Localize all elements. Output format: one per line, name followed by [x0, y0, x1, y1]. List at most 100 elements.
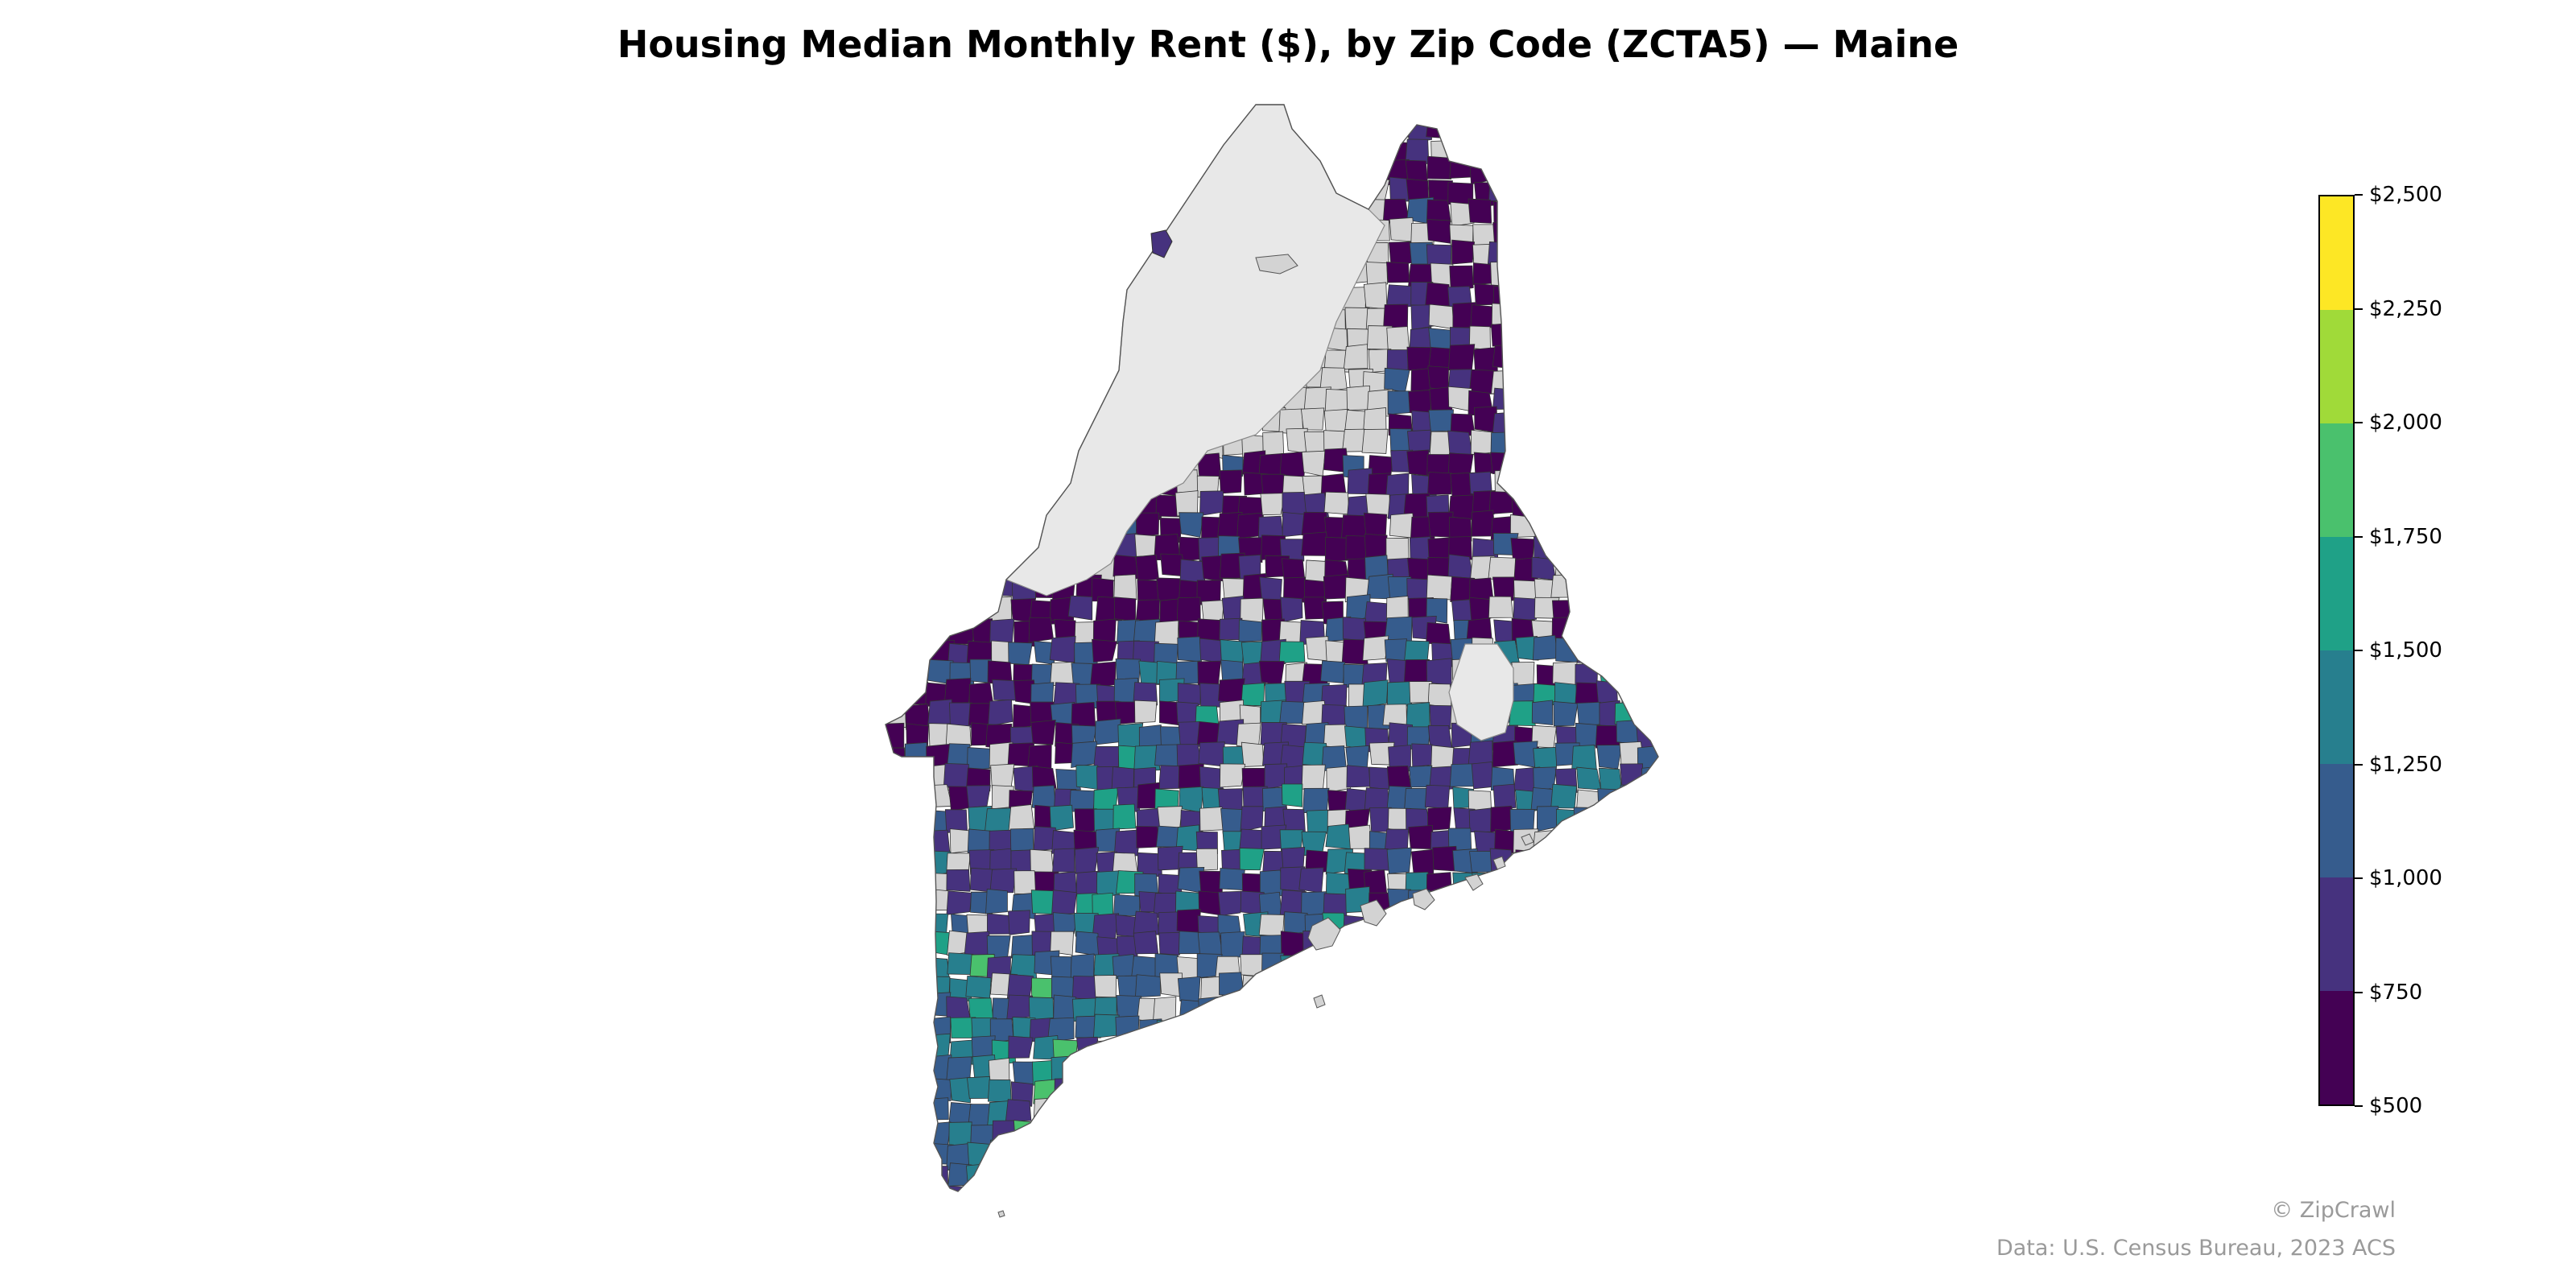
zip-area: [1118, 1183, 1144, 1191]
zip-area: [1512, 995, 1536, 1019]
zip-area: [1261, 1161, 1286, 1187]
zip-area: [1096, 306, 1123, 332]
zip-area: [965, 201, 991, 229]
zip-area: [1467, 1059, 1494, 1084]
zip-area: [1594, 514, 1620, 538]
zip-area: [1344, 953, 1370, 977]
zip-area: [1030, 720, 1056, 745]
zip-area: [1470, 429, 1494, 456]
zip-area: [1096, 1181, 1121, 1191]
zip-area: [1515, 156, 1541, 184]
zip-area: [1511, 451, 1536, 474]
zip-area: [1492, 220, 1517, 246]
zip-area: [1510, 475, 1535, 498]
zip-area: [1012, 1061, 1036, 1086]
zip-area: [1452, 1035, 1476, 1060]
zip-area: [1137, 1183, 1161, 1191]
zip-area: [1177, 976, 1201, 1004]
zip-area: [1348, 824, 1373, 849]
zip-area: [1366, 1183, 1392, 1191]
zip-area: [1239, 1203, 1262, 1229]
zip-area: [904, 1182, 931, 1191]
zip-area: [992, 679, 1017, 701]
zip-area: [1095, 261, 1121, 285]
zip-area: [1031, 766, 1057, 789]
zip-area: [1572, 328, 1598, 353]
zip-area: [1096, 1162, 1121, 1187]
zip-area: [1264, 1079, 1289, 1104]
zip-area: [1513, 1101, 1538, 1125]
zip-area: [1638, 637, 1658, 665]
zip-area: [1662, 701, 1686, 725]
zip-area: [1618, 452, 1647, 477]
zip-area: [1553, 514, 1578, 536]
zip-area: [1030, 390, 1057, 417]
zip-area: [1385, 1141, 1410, 1167]
zip-area: [1535, 515, 1560, 542]
zip-area: [987, 199, 1010, 225]
zip-area: [1052, 138, 1076, 164]
zip-area: [1343, 931, 1368, 957]
zip-area: [1657, 325, 1658, 349]
zip-area: [1494, 155, 1519, 183]
zip-area: [1639, 1137, 1658, 1165]
zip-area: [1262, 786, 1288, 812]
zip-area: [1591, 872, 1618, 897]
zip-area: [972, 105, 997, 122]
zip-area: [1050, 662, 1075, 686]
zip-area: [1598, 805, 1623, 831]
zip-area: [1054, 1077, 1078, 1104]
zip-area: [1051, 1055, 1076, 1081]
zip-area: [1113, 117, 1137, 140]
zip-area: [1200, 1122, 1225, 1148]
zip-area: [1575, 219, 1600, 246]
zip-area: [970, 305, 997, 331]
zip-area: [1175, 1057, 1200, 1082]
zip-area: [1074, 285, 1099, 308]
zip-area: [886, 639, 908, 663]
zip-area: [991, 489, 1015, 514]
zip-area: [1592, 369, 1620, 395]
zip-area: [1575, 888, 1602, 915]
zip-area: [1411, 105, 1437, 122]
zip-area: [1637, 348, 1658, 375]
zip-area: [1577, 826, 1602, 854]
zip-area: [1556, 1098, 1581, 1125]
zip-area: [1594, 1018, 1620, 1045]
zip-area: [1324, 389, 1350, 412]
zip-area: [902, 428, 927, 455]
zip-area: [1344, 176, 1372, 199]
zip-area: [989, 303, 1012, 328]
zip-area: [1053, 407, 1078, 430]
zip-area: [886, 765, 906, 791]
zip-area: [1050, 931, 1075, 956]
zip-area: [1556, 866, 1580, 891]
zip-area: [1385, 537, 1410, 561]
colorbar-tick-label: $2,500: [2369, 183, 2442, 207]
zip-area: [1515, 849, 1542, 873]
zip-area: [1596, 431, 1622, 457]
zip-area: [1305, 1164, 1331, 1189]
zip-area: [968, 222, 992, 249]
zip-area: [1576, 305, 1601, 330]
zip-area: [1074, 343, 1100, 371]
coastal-islands: [997, 833, 1534, 1218]
zip-area: [1134, 700, 1158, 724]
zip-area: [1115, 200, 1141, 227]
zip-area: [971, 178, 997, 204]
zip-area: [1280, 1057, 1307, 1084]
zip-area: [1323, 573, 1349, 600]
zip-area: [1619, 304, 1641, 331]
zip-area: [1595, 993, 1621, 1018]
zip-area: [1031, 1164, 1056, 1186]
zip-area: [1615, 1162, 1641, 1187]
zip-area: [886, 595, 914, 621]
zip-area: [1030, 890, 1055, 914]
zip-area: [1153, 1058, 1179, 1083]
zip-area: [964, 575, 990, 599]
zip-area: [1384, 616, 1413, 643]
zip-area: [985, 286, 1013, 311]
zip-area: [1446, 1101, 1474, 1127]
colorbar-tick: [2355, 194, 2363, 196]
